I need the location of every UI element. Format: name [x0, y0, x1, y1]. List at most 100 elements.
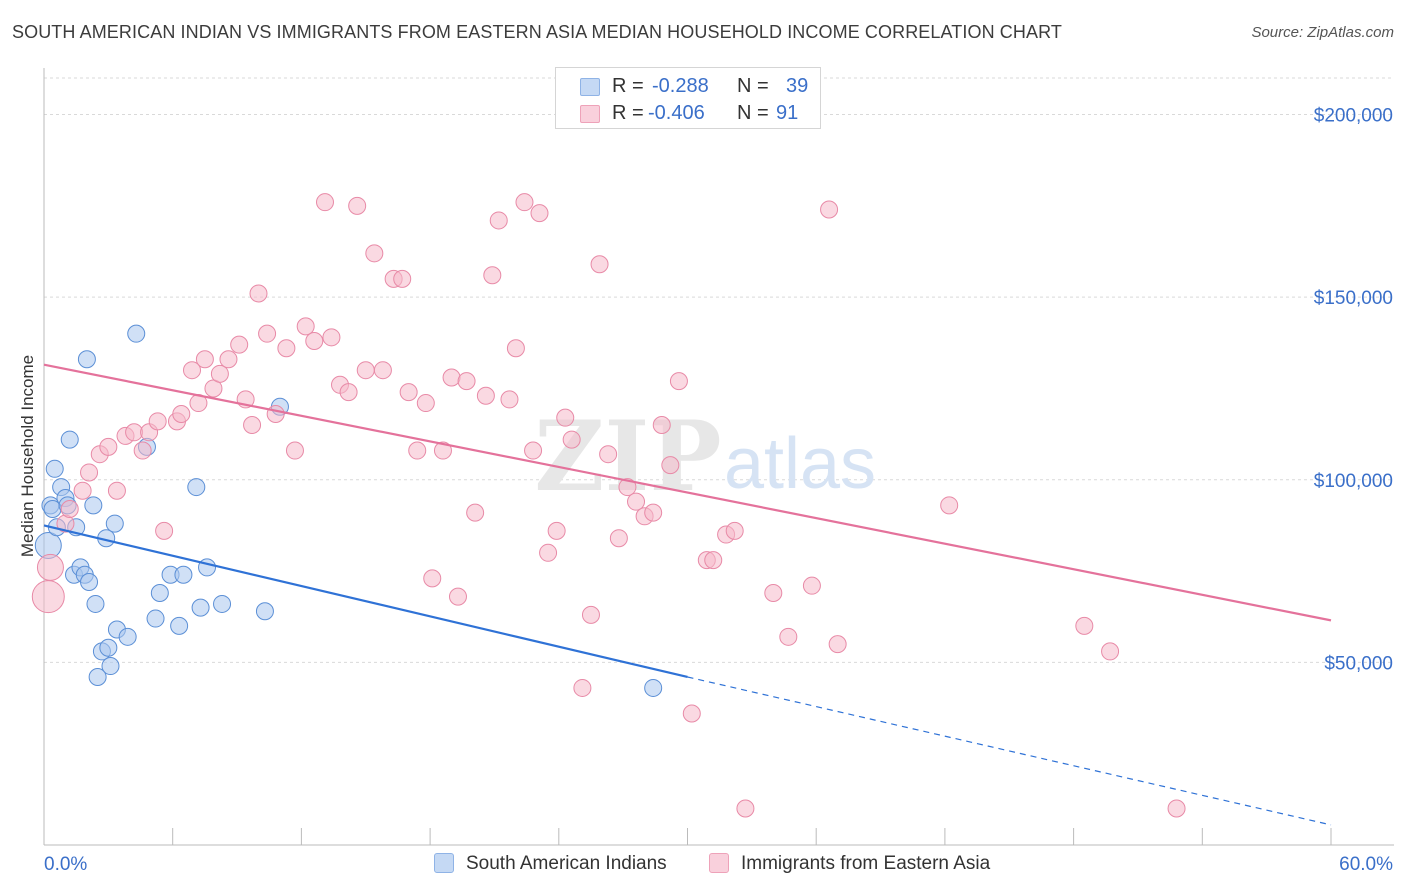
- point-immigrants-eastern-asia: [483, 266, 502, 285]
- point-immigrants-eastern-asia: [125, 423, 144, 442]
- point-immigrants-eastern-asia: [573, 678, 592, 697]
- y-tick-label: $100,000: [1314, 471, 1393, 492]
- point-immigrants-eastern-asia: [249, 284, 268, 303]
- point-immigrants-eastern-asia: [506, 339, 525, 358]
- point-immigrants-eastern-asia: [73, 481, 92, 500]
- point-immigrants-eastern-asia: [99, 437, 118, 456]
- point-immigrants-eastern-asia: [423, 569, 442, 588]
- point-south-american-indians: [45, 459, 64, 478]
- point-south-american-indians: [213, 594, 232, 613]
- point-immigrants-eastern-asia: [736, 799, 755, 818]
- point-south-american-indians: [88, 667, 107, 686]
- point-immigrants-eastern-asia: [322, 328, 341, 347]
- point-immigrants-eastern-asia: [669, 372, 688, 391]
- point-immigrants-eastern-asia: [562, 430, 581, 449]
- source-credit: Source: ZipAtlas.com: [1251, 24, 1394, 41]
- points-layer: [31, 193, 1186, 818]
- point-immigrants-eastern-asia: [296, 317, 315, 336]
- point-immigrants-eastern-asia: [433, 441, 452, 460]
- point-immigrants-eastern-asia: [442, 368, 461, 387]
- point-south-american-indians: [105, 514, 124, 533]
- point-immigrants-eastern-asia: [556, 408, 575, 427]
- stats-row-blue: R = -0.288 N = 39: [556, 75, 820, 101]
- point-immigrants-eastern-asia: [183, 361, 202, 380]
- point-immigrants-eastern-asia: [373, 361, 392, 380]
- point-immigrants-eastern-asia: [476, 386, 495, 405]
- y-tick-label: $150,000: [1314, 288, 1393, 309]
- point-immigrants-eastern-asia: [148, 412, 167, 431]
- point-south-american-indians: [84, 496, 103, 515]
- point-south-american-indians: [146, 609, 165, 628]
- point-south-american-indians: [170, 616, 189, 635]
- point-immigrants-eastern-asia: [277, 339, 296, 358]
- chart-title: SOUTH AMERICAN INDIAN VS IMMIGRANTS FROM…: [12, 22, 1062, 42]
- r-value: -0.288: [652, 75, 709, 97]
- point-immigrants-eastern-asia: [266, 405, 285, 424]
- legend-label: Immigrants from Eastern Asia: [741, 853, 991, 874]
- point-south-american-indians: [118, 627, 137, 646]
- trendline-extension-south-american-indians: [687, 676, 1332, 826]
- y-tick-label: $50,000: [1324, 653, 1393, 674]
- trend-layer: [43, 363, 1332, 826]
- point-immigrants-eastern-asia: [408, 441, 427, 460]
- series-legend: South American Indians Immigrants from E…: [0, 852, 1406, 878]
- point-immigrants-eastern-asia: [210, 364, 229, 383]
- point-immigrants-eastern-asia: [230, 335, 249, 354]
- point-immigrants-eastern-asia: [627, 492, 646, 511]
- point-south-american-indians: [255, 602, 274, 621]
- point-immigrants-eastern-asia: [243, 415, 262, 434]
- legend-swatch-pink: [709, 853, 729, 873]
- point-immigrants-eastern-asia: [618, 478, 637, 497]
- legend-swatch-blue: [580, 78, 600, 96]
- point-south-american-indians: [191, 598, 210, 617]
- point-immigrants-eastern-asia: [356, 361, 375, 380]
- trendline-immigrants-eastern-asia: [43, 363, 1332, 622]
- point-immigrants-eastern-asia: [539, 543, 558, 562]
- stats-row-pink: R = -0.406 N = 91: [556, 102, 820, 128]
- point-immigrants-eastern-asia: [725, 521, 744, 540]
- y-tick-label: $200,000: [1314, 106, 1393, 127]
- watermark-atlas: atlas: [724, 424, 876, 504]
- point-immigrants-eastern-asia: [1075, 616, 1094, 635]
- point-immigrants-eastern-asia: [581, 605, 600, 624]
- point-immigrants-eastern-asia: [609, 529, 628, 548]
- point-immigrants-eastern-asia: [393, 269, 412, 288]
- point-south-american-indians: [60, 430, 79, 449]
- point-south-american-indians: [127, 324, 146, 343]
- point-south-american-indians: [77, 350, 96, 369]
- point-immigrants-eastern-asia: [155, 521, 174, 540]
- point-immigrants-eastern-asia: [80, 463, 99, 482]
- point-immigrants-eastern-asia: [348, 196, 367, 215]
- point-immigrants-eastern-asia: [365, 244, 384, 263]
- point-immigrants-eastern-asia: [704, 551, 723, 570]
- stats-legend: R = -0.288 N = 39 R = -0.406 N = 91: [555, 67, 821, 129]
- point-south-american-indians: [150, 583, 169, 602]
- point-south-american-indians: [101, 657, 120, 676]
- point-immigrants-eastern-asia: [1167, 799, 1186, 818]
- n-label: N =: [737, 75, 769, 97]
- point-south-american-indians: [187, 478, 206, 497]
- point-immigrants-eastern-asia: [399, 383, 418, 402]
- point-immigrants-eastern-asia: [339, 383, 358, 402]
- point-immigrants-eastern-asia: [661, 456, 680, 475]
- legend-swatch-pink: [580, 105, 600, 123]
- r-label: R =: [612, 102, 644, 124]
- point-immigrants-eastern-asia: [133, 441, 152, 460]
- point-immigrants-eastern-asia: [652, 415, 671, 434]
- point-south-american-indians: [644, 678, 663, 697]
- labels-layer: $50,000 $100,000 $150,000 $200,000 0.0% 60.0%: [44, 106, 1393, 875]
- point-immigrants-eastern-asia: [590, 255, 609, 274]
- point-immigrants-eastern-asia: [195, 350, 214, 369]
- point-immigrants-eastern-asia: [36, 553, 64, 581]
- axis-layer: [43, 68, 1394, 846]
- point-immigrants-eastern-asia: [60, 499, 79, 518]
- trendline-south-american-indians: [43, 524, 688, 679]
- point-immigrants-eastern-asia: [828, 635, 847, 654]
- point-immigrants-eastern-asia: [107, 481, 126, 500]
- point-immigrants-eastern-asia: [305, 331, 324, 350]
- point-immigrants-eastern-asia: [530, 204, 549, 223]
- point-immigrants-eastern-asia: [940, 496, 959, 515]
- point-immigrants-eastern-asia: [31, 580, 65, 614]
- point-south-american-indians: [174, 565, 193, 584]
- point-immigrants-eastern-asia: [644, 503, 663, 522]
